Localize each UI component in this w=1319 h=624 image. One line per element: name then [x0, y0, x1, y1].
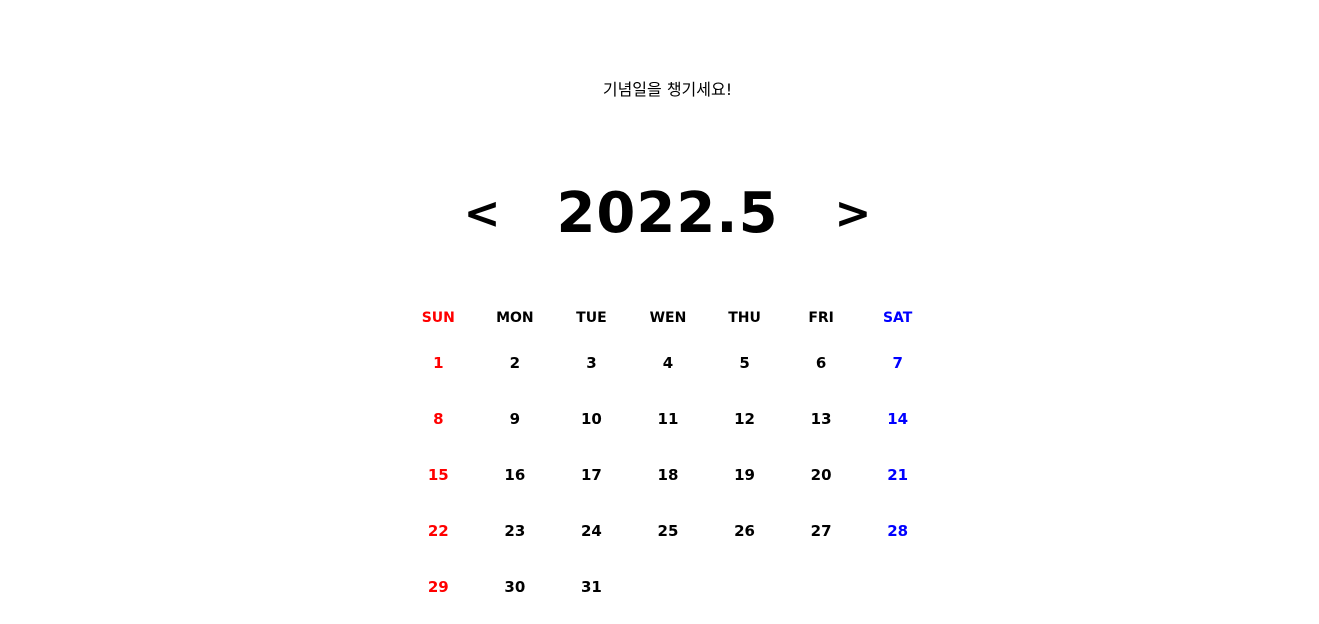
page-subtitle: 기념일을 챙기세요!: [602, 80, 733, 99]
day-cell[interactable]: 6: [815, 354, 827, 372]
weekday-sun: SUN: [421, 310, 455, 326]
weekday-wed: WEN: [649, 310, 687, 326]
day-cell[interactable]: 10: [580, 410, 602, 428]
day-cell[interactable]: 8: [433, 410, 444, 428]
day-cell[interactable]: 1: [433, 354, 444, 372]
day-cell[interactable]: 9: [509, 410, 521, 428]
weekday-fri: FRI: [808, 310, 834, 326]
weekday-header-row: SUN MON TUE WEN THU FRI SAT: [400, 300, 936, 336]
day-cell[interactable]: 23: [504, 522, 526, 540]
day-cell[interactable]: 20: [810, 466, 832, 484]
week-row: 29 30 31: [400, 559, 936, 615]
month-navigation: < 2022.5 >: [0, 178, 1319, 250]
day-cell[interactable]: 15: [427, 466, 449, 484]
day-cell[interactable]: 25: [657, 522, 679, 540]
day-cell[interactable]: 13: [810, 410, 832, 428]
day-cell[interactable]: 17: [580, 466, 602, 484]
current-month-label: 2022.5: [556, 181, 779, 246]
day-cell[interactable]: 21: [887, 466, 909, 484]
day-cell[interactable]: 24: [580, 522, 602, 540]
day-cell[interactable]: 3: [586, 354, 597, 372]
day-cell[interactable]: 5: [739, 354, 750, 372]
day-cell[interactable]: 16: [504, 466, 526, 484]
day-cell[interactable]: 18: [657, 466, 679, 484]
week-row: 15 16 17 18 19 20 21: [400, 447, 936, 503]
week-row: 8 9 10 11 12 13 14: [400, 391, 936, 447]
day-cell[interactable]: 7: [892, 354, 903, 372]
day-cell[interactable]: 30: [504, 578, 526, 596]
day-cell[interactable]: 29: [427, 578, 449, 596]
week-row: 22 23 24 25 26 27 28: [400, 503, 936, 559]
weekday-sat: SAT: [882, 310, 913, 326]
weekday-thu: THU: [728, 310, 761, 326]
week-row: 1 2 3 4 5 6 7: [400, 335, 936, 391]
next-month-button[interactable]: >: [834, 188, 872, 239]
day-cell[interactable]: 26: [734, 522, 755, 540]
weekday-tue: TUE: [576, 310, 607, 326]
weekday-mon: MON: [496, 310, 534, 326]
day-cell[interactable]: 19: [734, 466, 755, 484]
day-cell[interactable]: 31: [580, 578, 602, 596]
day-cell[interactable]: 2: [509, 354, 521, 372]
day-cell[interactable]: 27: [810, 522, 832, 540]
prev-month-button[interactable]: <: [463, 188, 501, 239]
day-cell[interactable]: 28: [887, 522, 909, 540]
day-cell[interactable]: 4: [662, 354, 674, 372]
day-cell[interactable]: 22: [427, 522, 449, 540]
day-cell[interactable]: 14: [887, 410, 909, 428]
calendar-grid: SUN MON TUE WEN THU FRI SAT 1 2 3 4 5 6 …: [400, 300, 936, 615]
day-cell[interactable]: 12: [734, 410, 755, 428]
day-cell[interactable]: 11: [657, 410, 679, 428]
